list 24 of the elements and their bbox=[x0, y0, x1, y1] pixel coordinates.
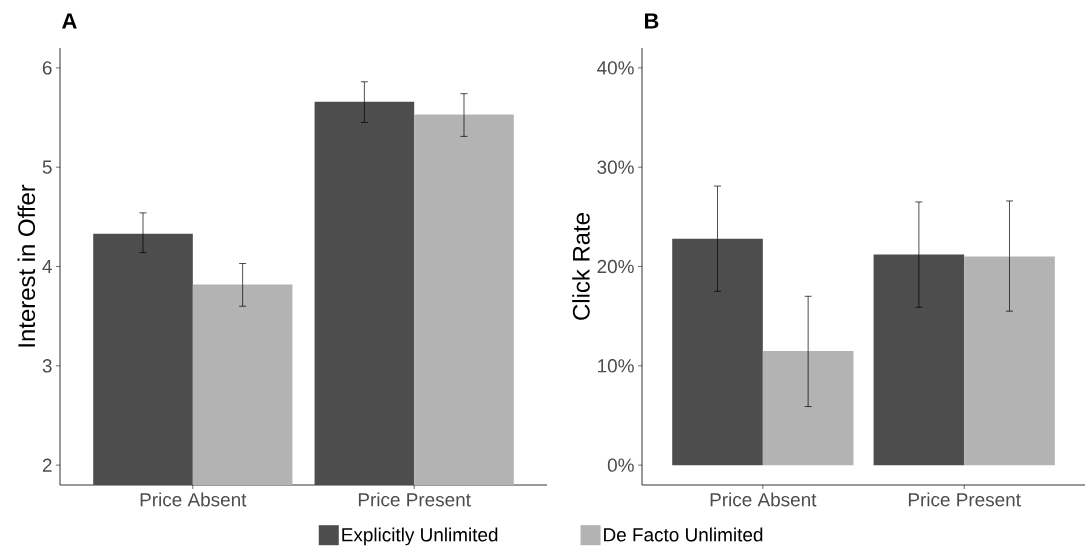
chart-title: A bbox=[62, 13, 77, 29]
y-tick-label: 0% bbox=[607, 458, 634, 472]
y-tick-label: 40% bbox=[597, 61, 634, 75]
y-tick-label: 6 bbox=[42, 61, 52, 75]
chart-title: B bbox=[645, 13, 659, 29]
y-tick-label: 30% bbox=[597, 160, 634, 174]
y-tick-label: 2 bbox=[42, 458, 52, 472]
x-tick-label: Price Present bbox=[358, 492, 471, 507]
x-tick-label: Price Present bbox=[908, 492, 1021, 507]
bar bbox=[762, 350, 854, 466]
x-tick-label: Price Absent bbox=[710, 492, 817, 507]
x-tick-label: Price Absent bbox=[140, 492, 247, 507]
y-tick-label: 5 bbox=[42, 160, 52, 174]
bar bbox=[672, 238, 763, 466]
legend-label: De Facto Unlimited bbox=[604, 527, 763, 542]
y-axis-title: Interest in Offer bbox=[17, 184, 36, 347]
y-tick-label: 4 bbox=[42, 259, 52, 274]
y-tick-label: 20% bbox=[597, 259, 634, 274]
legend-label: Explicitly Unlimited bbox=[342, 527, 498, 546]
bar bbox=[964, 256, 1055, 466]
y-tick-label: 3 bbox=[42, 359, 52, 373]
y-tick-label: 10% bbox=[598, 359, 634, 373]
y-axis-title: Click Rate bbox=[572, 213, 590, 320]
bar bbox=[873, 254, 965, 466]
